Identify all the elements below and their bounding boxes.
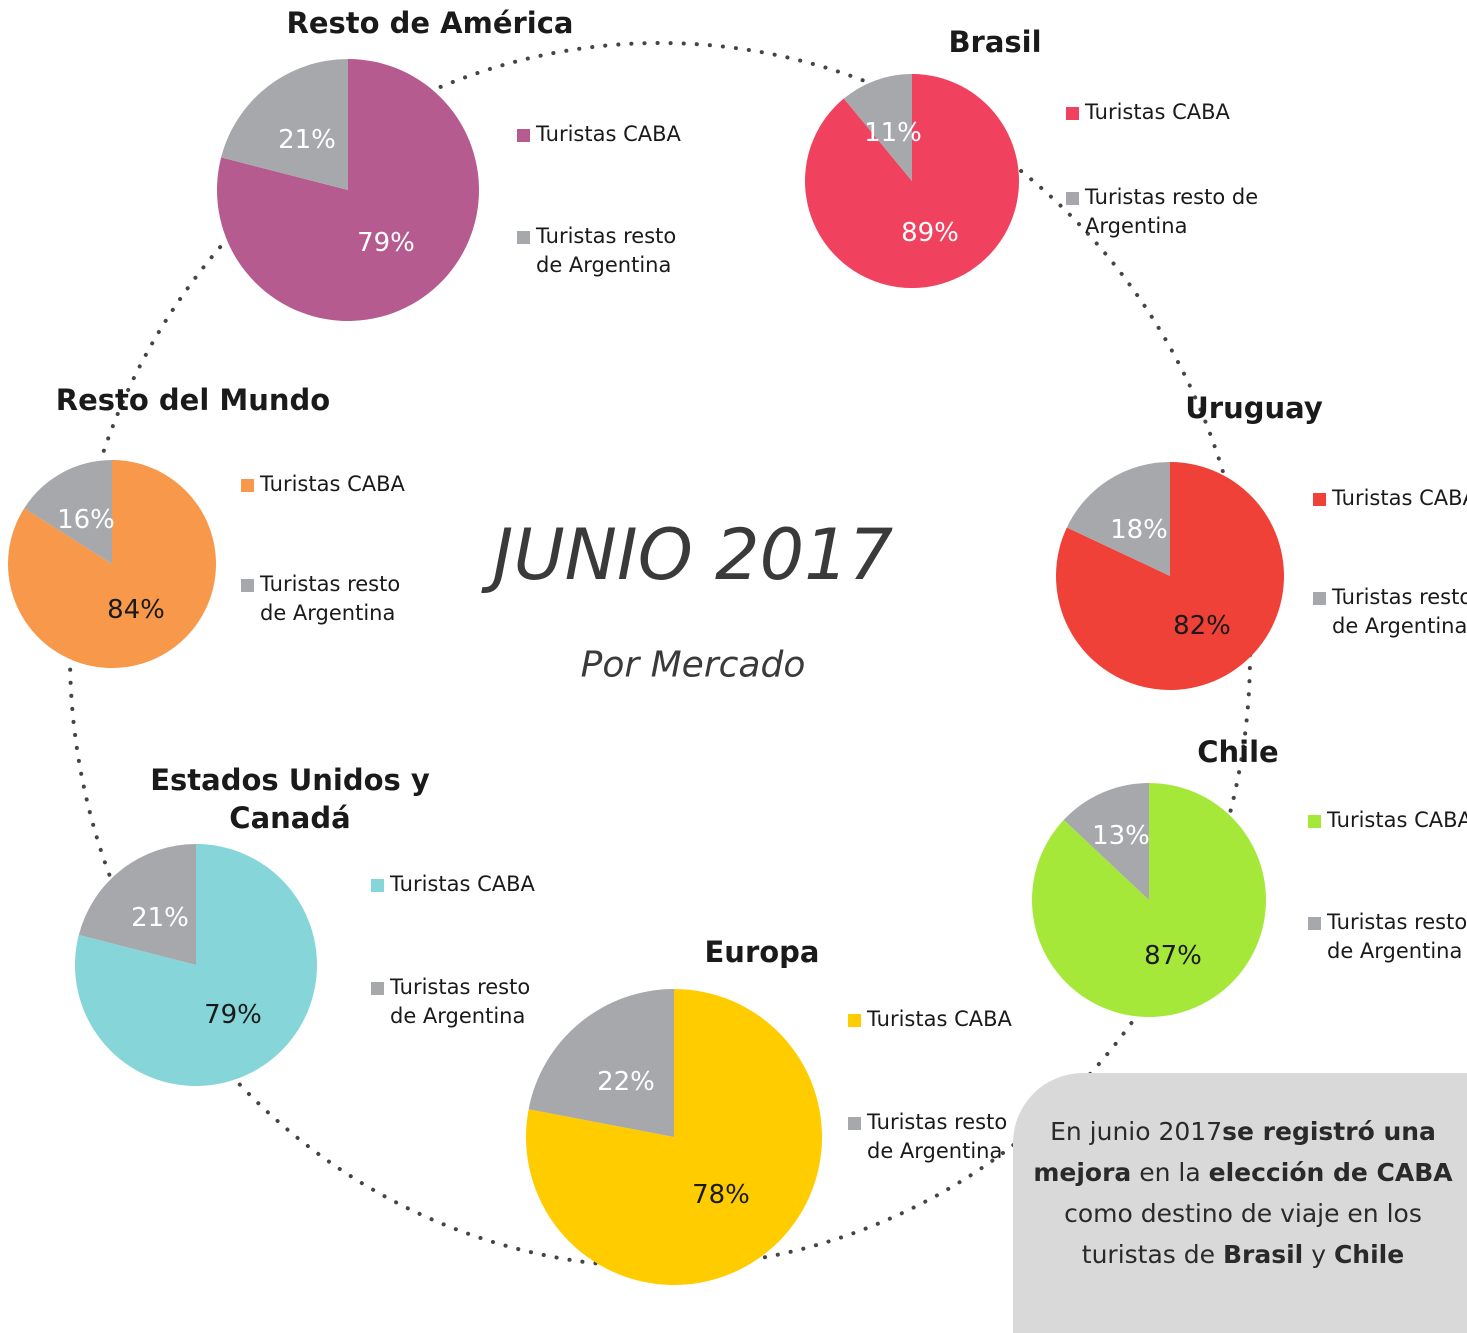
slice-label: 82% bbox=[1173, 611, 1231, 641]
pie-slice bbox=[78, 844, 196, 965]
legend-item: Turistas resto de Argentina bbox=[848, 1108, 1017, 1166]
slice-label: 78% bbox=[692, 1180, 750, 1210]
pie-slice bbox=[528, 989, 674, 1137]
note-box: En junio 2017se registró una mejora en l… bbox=[1013, 1073, 1467, 1333]
pie-title: Resto del Mundo bbox=[55, 383, 331, 417]
slice-label: 79% bbox=[204, 1000, 262, 1030]
legend-item: Turistas resto de Argentina bbox=[241, 570, 410, 628]
chart bbox=[7, 41, 1284, 1286]
slice-label: 21% bbox=[278, 125, 336, 155]
pie-title: Uruguay bbox=[1185, 391, 1323, 425]
legend-swatch bbox=[1066, 192, 1079, 205]
slice-label: 11% bbox=[864, 118, 922, 148]
slice-label: 87% bbox=[1144, 941, 1202, 971]
legend-item: Turistas resto de Argentina bbox=[1313, 583, 1467, 641]
pie-title: Estados Unidos y Canadá bbox=[150, 763, 430, 835]
legend-item: Turistas CABA bbox=[1066, 98, 1285, 127]
legend-item: Turistas resto de Argentina bbox=[1308, 908, 1467, 966]
pie-slice bbox=[1063, 783, 1149, 900]
legend-item: Turistas resto de Argentina bbox=[1066, 183, 1285, 241]
pie-slice bbox=[805, 74, 1020, 288]
legend-item: Turistas CABA bbox=[517, 120, 686, 149]
legend-item: Turistas CABA bbox=[1313, 484, 1467, 513]
pie-title: Europa bbox=[704, 935, 820, 969]
legend-swatch bbox=[1313, 592, 1326, 605]
note-segment: se registró una mejora bbox=[1033, 1117, 1436, 1187]
main-title: JUNIO 2017 bbox=[492, 514, 894, 596]
note-segment: Brasil bbox=[1222, 1240, 1304, 1269]
pie-title: Brasil bbox=[948, 25, 1042, 59]
legend-swatch bbox=[517, 129, 530, 142]
pie-slice bbox=[843, 74, 912, 181]
slice-label: 84% bbox=[107, 595, 165, 625]
pie-title: Chile bbox=[1197, 735, 1279, 769]
legend-item: Turistas CABA bbox=[848, 1005, 1017, 1034]
legend-swatch bbox=[517, 231, 530, 244]
pie-slice bbox=[221, 59, 348, 190]
subtitle: Por Mercado bbox=[580, 644, 806, 686]
page: JUNIO 2017 Por Mercado En junio 2017se r… bbox=[7, 6, 1467, 1333]
note-segment: Chile bbox=[1333, 1240, 1405, 1269]
note-segment: en la bbox=[1131, 1158, 1209, 1187]
slice-label: 79% bbox=[357, 228, 415, 258]
legend-swatch bbox=[848, 1117, 861, 1130]
note-segment: y bbox=[1303, 1240, 1334, 1269]
legend-swatch bbox=[1066, 107, 1079, 120]
note-segment: En junio 2017 bbox=[1050, 1117, 1223, 1146]
note-segment: como destino de viaje en los turistas de bbox=[1064, 1199, 1422, 1269]
pie-slice bbox=[1066, 462, 1170, 576]
legend-swatch bbox=[848, 1014, 861, 1027]
slice-label: 22% bbox=[597, 1067, 655, 1097]
legend-swatch bbox=[1308, 815, 1321, 828]
pie-slice bbox=[24, 460, 112, 564]
legend-swatch bbox=[371, 982, 384, 995]
slice-label: 18% bbox=[1110, 515, 1168, 545]
legend-swatch bbox=[1313, 493, 1326, 506]
slice-label: 21% bbox=[131, 903, 189, 933]
legend-item: Turistas CABA bbox=[371, 870, 540, 899]
note-text: En junio 2017se registró una mejora en l… bbox=[1033, 1111, 1453, 1275]
note-segment: elección de CABA bbox=[1208, 1158, 1453, 1187]
legend-item: Turistas CABA bbox=[241, 470, 410, 499]
legend-swatch bbox=[241, 479, 254, 492]
legend-item: Turistas CABA bbox=[1308, 806, 1467, 835]
legend-swatch bbox=[1308, 917, 1321, 930]
slice-label: 89% bbox=[901, 218, 959, 248]
slice-label: 16% bbox=[57, 505, 115, 535]
slice-label: 13% bbox=[1092, 821, 1150, 851]
legend-item: Turistas resto de Argentina bbox=[517, 222, 686, 280]
legend-swatch bbox=[241, 579, 254, 592]
legend-swatch bbox=[371, 879, 384, 892]
legend-item: Turistas resto de Argentina bbox=[371, 973, 540, 1031]
pie-title: Resto de América bbox=[286, 6, 574, 40]
